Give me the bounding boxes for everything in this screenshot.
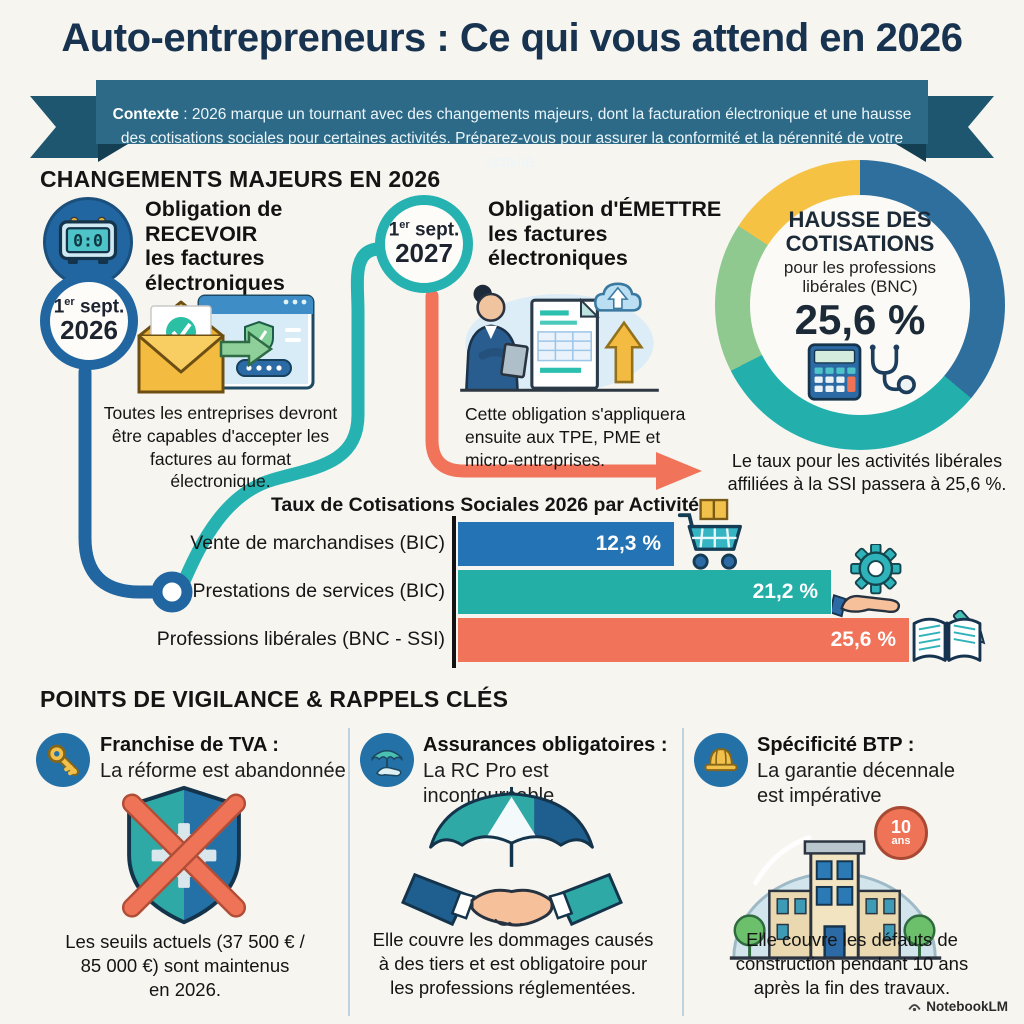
invoice-receive-illustration (137, 294, 315, 394)
assurance-card-description: Elle couvre les dommages causés à des ti… (372, 929, 654, 999)
section-heading-vigilance: POINTS DE VIGILANCE & RAPPELS CLÉS (40, 686, 509, 712)
hard-hat-icon (704, 748, 738, 772)
tva-card-description: Les seuils actuels (37 500 € / 85 000 €)… (65, 931, 305, 1001)
transfer-arrow-icon (219, 330, 274, 368)
timeline-date-2026: 1er sept. 2026 (40, 272, 138, 370)
calculator-stethoscope-icon (807, 343, 916, 401)
donut-subtitle: pour les professions libérales (BNC) (783, 257, 937, 297)
page-title: Auto-entrepreneurs : Ce qui vous attend … (61, 16, 963, 60)
right-sleeve (555, 872, 623, 927)
timeline-date-2027: 1er sept. 2027 (375, 195, 473, 293)
umbrella-hand-icon (371, 749, 403, 777)
watermark: NotebookLM (907, 999, 1008, 1014)
date-year: 2026 (60, 315, 118, 346)
handshake-hands (470, 888, 554, 927)
btp-card-badge (694, 733, 748, 787)
bar-value-1: 21,2 % (752, 580, 818, 603)
alarm-clock-badge: 0:0 (43, 197, 133, 287)
book-pencil-icon (912, 610, 986, 662)
context-ribbon-shape (30, 80, 994, 162)
date-line-1: 1er sept. (53, 296, 125, 318)
document-icon (530, 297, 600, 390)
card-divider-2 (682, 728, 684, 1016)
bar-chart-title: Taux de Cotisations Sociales 2026 par Ac… (270, 494, 700, 516)
event2-title: Obligation d'ÉMETTRE les factures électr… (488, 197, 722, 270)
bar-chart-axis (452, 516, 456, 668)
date-line-1: 1er sept. (388, 219, 460, 241)
date-year: 2027 (395, 238, 453, 269)
invoice-emit-illustration (460, 282, 659, 393)
btp-card-title: Spécificité BTP : La garantie décennale e… (757, 734, 955, 808)
bar-prestations-services: 21,2 % (458, 570, 831, 614)
btp-card-description: Elle couvre les défauts de construction … (735, 929, 969, 999)
card-divider-1 (348, 728, 350, 1016)
donut-value: 25,6 % (794, 295, 926, 343)
event1-description: Toutes les entreprises devront être capa… (103, 403, 338, 492)
donut-caption: Le taux pour les activités libérales aff… (727, 451, 1007, 494)
clock-digits: 0:0 (73, 232, 103, 251)
alarm-clock-icon: 0:0 (58, 216, 118, 264)
left-sleeve (401, 872, 469, 927)
watermark-text: NotebookLM (926, 999, 1008, 1014)
notebooklm-logo-icon (908, 1004, 921, 1012)
bar-label-0: Vente de marchandises (BIC) (190, 532, 445, 554)
tva-card-badge (36, 733, 90, 787)
ten-years-badge: 10 ans (874, 806, 928, 860)
abandoned-reform-illustration (121, 785, 247, 925)
context-label: Contexte (112, 105, 179, 123)
donut-title: HAUSSE DES COTISATIONS (785, 207, 935, 256)
bar-value-0: 12,3 % (595, 532, 661, 555)
decennale-illustration (729, 835, 942, 960)
cross-x-mark (121, 793, 247, 918)
event2-description: Cette obligation s'appliquera ensuite au… (465, 404, 686, 470)
bar-label-2: Professions libérales (BNC - SSI) (156, 628, 445, 650)
assurance-card-badge (360, 733, 414, 787)
bar-value-2: 25,6 % (830, 628, 896, 651)
section-heading-changes: CHANGEMENTS MAJEURS EN 2026 (40, 166, 441, 192)
businesswoman-figure (464, 284, 529, 392)
bar-vente-marchandises: 12,3 % (458, 522, 674, 566)
tva-card-title: Franchise de TVA : La réforme est abandon… (100, 734, 346, 782)
bar-professions-liberales: 25,6 % (458, 618, 909, 662)
donut-center: HAUSSE DES COTISATIONS pour les professi… (750, 195, 970, 415)
event1-title: Obligation de RECEVOIR les factures élec… (145, 197, 285, 295)
key-icon (47, 744, 79, 776)
envelope-check-icon (137, 300, 225, 394)
context-text: : 2026 marque un tournant avec des chang… (120, 105, 912, 171)
rc-pro-illustration (401, 786, 623, 927)
context-banner: Contexte : 2026 marque un tournant avec … (104, 103, 920, 175)
shopping-cart-icon (677, 498, 742, 570)
bar-label-1: Prestations de services (BIC) (192, 580, 445, 602)
up-arrow-icon (604, 320, 644, 384)
cloud-upload-icon (594, 282, 642, 312)
hand-gear-icon (832, 544, 902, 618)
